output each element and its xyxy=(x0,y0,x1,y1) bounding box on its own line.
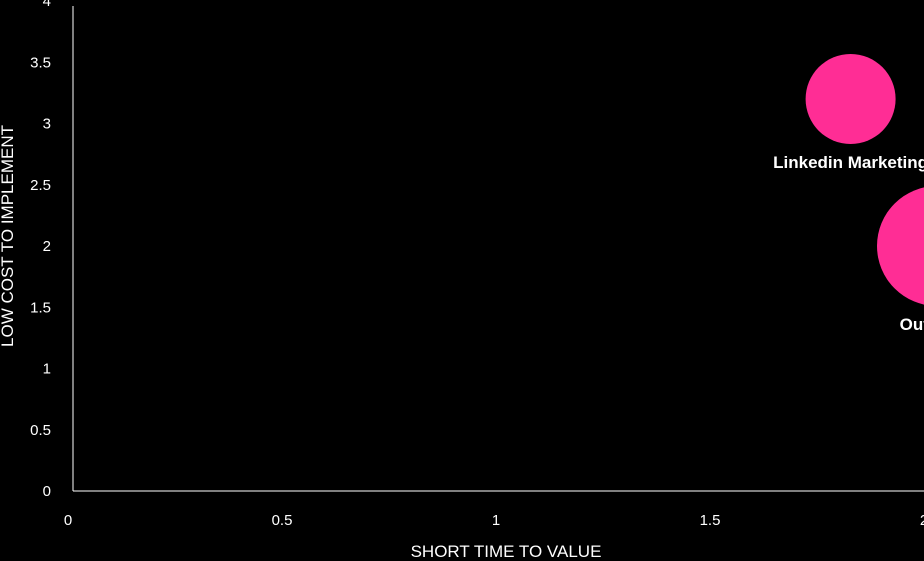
bubble-labels: Linkedin MarketingHigh-ConvertingLanding… xyxy=(773,153,924,334)
y-tick-label: 3 xyxy=(43,116,51,133)
y-tick-label: 2 xyxy=(43,238,51,255)
y-tick-labels: 0 0.5 1 1.5 2 2.5 3 3.5 4 xyxy=(30,0,51,500)
x-tick-label: 2 xyxy=(920,512,924,529)
y-tick-label: 1 xyxy=(43,361,51,378)
y-tick-label: 3.5 xyxy=(30,54,51,71)
y-tick-label: 2.5 xyxy=(30,177,51,194)
bubble-series xyxy=(805,54,924,305)
y-tick-label: 0.5 xyxy=(30,422,51,439)
y-axis-title: LOW COST TO IMPLEMENT xyxy=(0,125,17,347)
bubble-label: Linkedin Marketing xyxy=(773,153,924,172)
x-tick-labels: 00.511.522.53 xyxy=(64,512,924,529)
x-axis-title: SHORT TIME TO VALUE xyxy=(411,542,602,561)
bubble-point xyxy=(877,187,924,305)
y-tick-label: 4 xyxy=(43,0,51,10)
plot-area xyxy=(72,6,924,492)
x-tick-label: 1.5 xyxy=(700,512,721,529)
bubble-point xyxy=(805,54,896,144)
x-tick-label: 0 xyxy=(64,512,72,529)
bubble-label: Outreach xyxy=(900,315,924,334)
x-tick-label: 1 xyxy=(492,512,500,529)
y-tick-label: 1.5 xyxy=(30,299,51,316)
y-tick-label: 0 xyxy=(43,483,51,500)
x-tick-label: 0.5 xyxy=(272,512,293,529)
